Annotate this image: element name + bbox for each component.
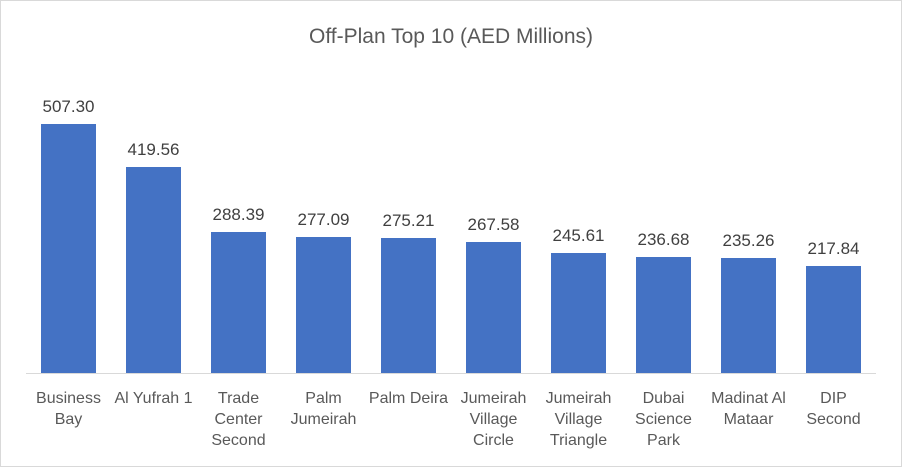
x-tick-label-line: Mataar [723,411,774,428]
bar[interactable] [721,257,776,373]
x-tick-label-line: DIP [820,390,847,407]
x-tick-label-line: Village [469,411,518,428]
x-tick-label-line: Palm [305,390,342,407]
x-tick-label-line: Jumeirah [290,411,357,428]
x-axis-labels: Business Bay Al Yufrah 1 Trade Center Second P… [26,373,876,451]
x-tick-label-line: Village [554,411,603,428]
chart-title: Off-Plan Top 10 (AED Millions) [308,25,593,48]
x-tick-label-line: Center [214,411,263,428]
bar-value-label: 288.39 [212,204,265,224]
x-tick-label-line: Bay [54,411,83,428]
x-tick-label: DIP Second [791,388,876,451]
bar-column: 235.26 [706,79,791,373]
x-tick-label: Palm Jumeirah [281,388,366,451]
x-tick-label: Palm Deira [366,388,451,451]
bar-column: 245.61 [536,79,621,373]
bar[interactable] [211,231,266,373]
plot-area: 507.30 419.56 288.39 277.09 275.21 267.58 245.… [26,79,876,374]
bars-row: 507.30 419.56 288.39 277.09 275.21 267.58 245.… [26,79,876,373]
x-tick-label: Business Bay [26,388,111,451]
bar[interactable] [551,252,606,373]
bar-value-label: 217.84 [807,239,860,259]
x-tick-label-line: Dubai [642,390,685,407]
x-tick-label-line: Second [211,432,266,449]
bar[interactable] [636,257,691,373]
x-tick-label: Jumeirah Village Triangle [536,388,621,451]
bar-column: 277.09 [281,79,366,373]
x-tick-label-line: Science [635,411,692,428]
x-tick-label: Al Yufrah 1 [111,388,196,451]
x-tick-label-line: Circle [473,432,514,449]
bar-value-label: 245.61 [552,225,605,245]
bar-value-label: 236.68 [637,230,690,249]
bar-column: 507.30 [26,79,111,373]
x-tick-label-line: Madinat Al [711,390,786,407]
bar-value-label: 507.30 [42,97,95,117]
bar[interactable] [381,238,436,373]
bar-column: 288.39 [196,79,281,373]
x-tick-label: Trade Center Second [196,388,281,451]
bar-column: 275.21 [366,79,451,373]
bar-value-label: 277.09 [297,210,350,230]
x-tick-label-line: Trade [217,390,260,407]
bar-column: 236.68 [621,79,706,373]
x-tick-label-line: Al Yufrah 1 [114,390,193,407]
bar[interactable] [296,237,351,373]
bar-value-label: 419.56 [127,140,180,160]
x-tick-label-line: Park [647,432,680,449]
bar-column: 217.84 [791,79,876,373]
bar[interactable] [806,266,861,373]
x-tick-label-line: Triangle [549,432,608,449]
x-tick-label-line: Jumeirah [545,390,612,407]
x-tick-label: Dubai Science Park [621,388,706,451]
x-tick-label-line: Business [36,390,101,407]
bar-value-label: 275.21 [382,211,435,231]
x-tick-label-line: Jumeirah [460,390,527,407]
bar[interactable] [126,167,181,373]
x-tick-label-line: Second [806,411,861,428]
bar-column: 419.56 [111,79,196,373]
bar-value-label: 267.58 [467,214,520,234]
x-tick-label-line: Palm Deira [368,390,449,407]
x-tick-label: Madinat Al Mataar [706,388,791,451]
x-tick-label: Jumeirah Village Circle [451,388,536,451]
bar[interactable] [41,124,96,373]
bar-column: 267.58 [451,79,536,373]
bar-value-label: 235.26 [722,230,775,250]
bar[interactable] [466,241,521,373]
